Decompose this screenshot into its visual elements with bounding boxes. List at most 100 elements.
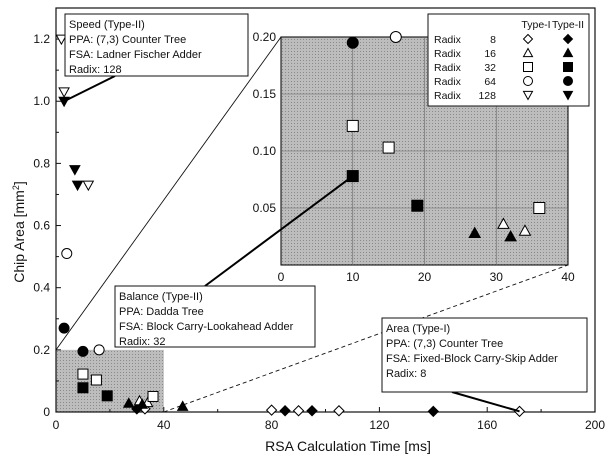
annotation-title: Speed (Type-II) bbox=[69, 19, 145, 31]
x-tick-label: 40 bbox=[157, 418, 171, 432]
legend-marker-type-ii bbox=[563, 76, 573, 86]
legend-box bbox=[427, 13, 590, 107]
point-radix16-type-ii bbox=[122, 397, 135, 408]
annotation-line: PPA: Dadda Tree bbox=[119, 306, 204, 318]
point-radix16-type-ii bbox=[136, 398, 149, 409]
annotation-box bbox=[64, 13, 249, 77]
y-tick-label: 1.2 bbox=[33, 32, 50, 46]
x-tick-label: 120 bbox=[369, 418, 389, 432]
legend-label: Radix bbox=[434, 62, 462, 74]
point-radix128-type-i bbox=[82, 180, 95, 192]
annotation-line: Radix: 8 bbox=[386, 368, 426, 380]
x-tick-label: 0 bbox=[53, 418, 60, 432]
inset-point-radix64-type-i bbox=[389, 31, 402, 43]
annotation-box bbox=[114, 285, 316, 348]
legend-header-type-i: Type-I bbox=[521, 19, 550, 31]
y-tick-label: 1.0 bbox=[33, 94, 50, 108]
legend-marker-type-i bbox=[522, 90, 534, 101]
annotation-leader bbox=[63, 75, 116, 103]
legend-marker-type-ii bbox=[562, 33, 574, 45]
point-radix8-type-i bbox=[292, 405, 305, 417]
point-radix8-type-i bbox=[265, 404, 278, 416]
x-axis-title: RSA Calculation Time [ms] bbox=[265, 438, 431, 454]
point-radix16-type-ii bbox=[176, 400, 189, 411]
legend-label: Radix bbox=[434, 90, 462, 102]
point-radix64-type-ii bbox=[58, 322, 70, 334]
point-radix128-type-ii bbox=[69, 165, 81, 176]
y-tick-label: 0.2 bbox=[33, 343, 50, 357]
zoom-connector-top bbox=[55, 36, 282, 351]
annotation-title: Area (Type-I) bbox=[386, 323, 450, 335]
inset-y-tick-label: 0.15 bbox=[253, 87, 277, 101]
legend-marker-type-ii bbox=[563, 62, 573, 72]
inset-x-tick-label: 30 bbox=[490, 270, 504, 284]
legend-marker-type-ii bbox=[562, 90, 574, 101]
annotation-line: FSA: Block Carry-Lookahead Adder bbox=[119, 321, 294, 333]
x-tick-label: 160 bbox=[477, 418, 497, 432]
inset-point-radix16-type-i bbox=[518, 224, 532, 236]
annotation-line: PPA: (7,3) Counter Tree bbox=[69, 34, 186, 46]
y-axis-title-main: Chip Area [mm bbox=[11, 190, 27, 283]
legend-header-type-ii: Type-II bbox=[552, 19, 584, 31]
y-axis-title: Chip Area [mm2] bbox=[11, 181, 27, 283]
inset-point-radix16-type-ii bbox=[504, 229, 517, 242]
y-tick-label: 0.6 bbox=[33, 219, 50, 233]
y-axis-title-sup: 2 bbox=[11, 185, 21, 190]
annotation-box bbox=[381, 317, 588, 393]
annotation-title: Balance (Type-II) bbox=[119, 291, 203, 303]
inset-point-radix32-type-i bbox=[382, 141, 395, 154]
point-radix128-type-ii bbox=[71, 180, 84, 192]
y-tick-label: 0.4 bbox=[33, 281, 50, 295]
legend-marker-type-i bbox=[522, 47, 534, 58]
point-radix128-type-i bbox=[55, 34, 68, 46]
point-radix8-type-ii bbox=[279, 405, 291, 417]
point-radix64-type-i bbox=[61, 248, 73, 260]
inset-x-tick-label: 40 bbox=[561, 270, 575, 284]
legend-marker-type-i bbox=[522, 33, 534, 45]
legend-radix: 32 bbox=[484, 62, 496, 74]
annotation-line: Radix: 128 bbox=[69, 64, 122, 76]
legend-label: Radix bbox=[434, 76, 462, 88]
point-radix32-type-ii bbox=[77, 382, 89, 394]
legend-radix: 64 bbox=[484, 76, 496, 88]
legend-radix: 128 bbox=[478, 90, 496, 102]
point-radix32-type-ii bbox=[101, 390, 113, 402]
inset-x-tick-label: 0 bbox=[278, 270, 285, 284]
inset-x-tick-label: 10 bbox=[346, 270, 360, 284]
inset-point-radix64-type-ii bbox=[346, 36, 359, 49]
legend-radix: 16 bbox=[484, 48, 496, 60]
annotation-leader bbox=[451, 391, 520, 413]
inset-y-tick-label: 0.10 bbox=[253, 144, 277, 158]
point-radix64-type-i bbox=[93, 344, 105, 356]
zoom-connector-bottom bbox=[163, 264, 569, 413]
inset-y-tick-label: 0.20 bbox=[253, 30, 277, 44]
annotation-line: Radix: 32 bbox=[119, 336, 165, 348]
annotation-line: FSA: Fixed-Block Carry-Skip Adder bbox=[386, 353, 558, 365]
y-tick-label: 0 bbox=[43, 405, 50, 419]
inset-x-tick-label: 20 bbox=[418, 270, 432, 284]
annotation-line: PPA: (7,3) Counter Tree bbox=[386, 338, 503, 350]
inset-point-radix32-type-ii bbox=[411, 199, 424, 212]
legend-marker-type-i bbox=[523, 62, 533, 72]
legend-label: Radix bbox=[434, 34, 462, 46]
inset-point-radix32-type-i bbox=[346, 119, 359, 132]
inset-point-radix16-type-ii bbox=[468, 226, 482, 238]
point-radix8-type-ii bbox=[427, 405, 440, 418]
inset-point-radix16-type-i bbox=[497, 217, 510, 229]
point-radix32-type-i bbox=[77, 368, 89, 380]
x-tick-label: 200 bbox=[585, 418, 605, 432]
annotation-leader bbox=[204, 175, 354, 287]
y-axis-title-tail: ] bbox=[11, 181, 27, 185]
point-radix128-type-i bbox=[58, 87, 70, 98]
point-radix8-type-ii bbox=[306, 405, 318, 417]
legend-marker-type-ii bbox=[562, 47, 574, 58]
point-radix64-type-ii bbox=[77, 345, 89, 357]
inset-y-tick-label: 0.05 bbox=[253, 201, 277, 215]
inset-point-radix32-type-i bbox=[533, 202, 546, 214]
point-radix32-type-i bbox=[90, 374, 102, 386]
y-tick-label: 0.8 bbox=[33, 156, 50, 170]
point-radix32-type-i bbox=[147, 390, 159, 402]
annotation-line: FSA: Ladner Fischer Adder bbox=[69, 49, 202, 61]
legend-radix: 8 bbox=[490, 34, 496, 46]
